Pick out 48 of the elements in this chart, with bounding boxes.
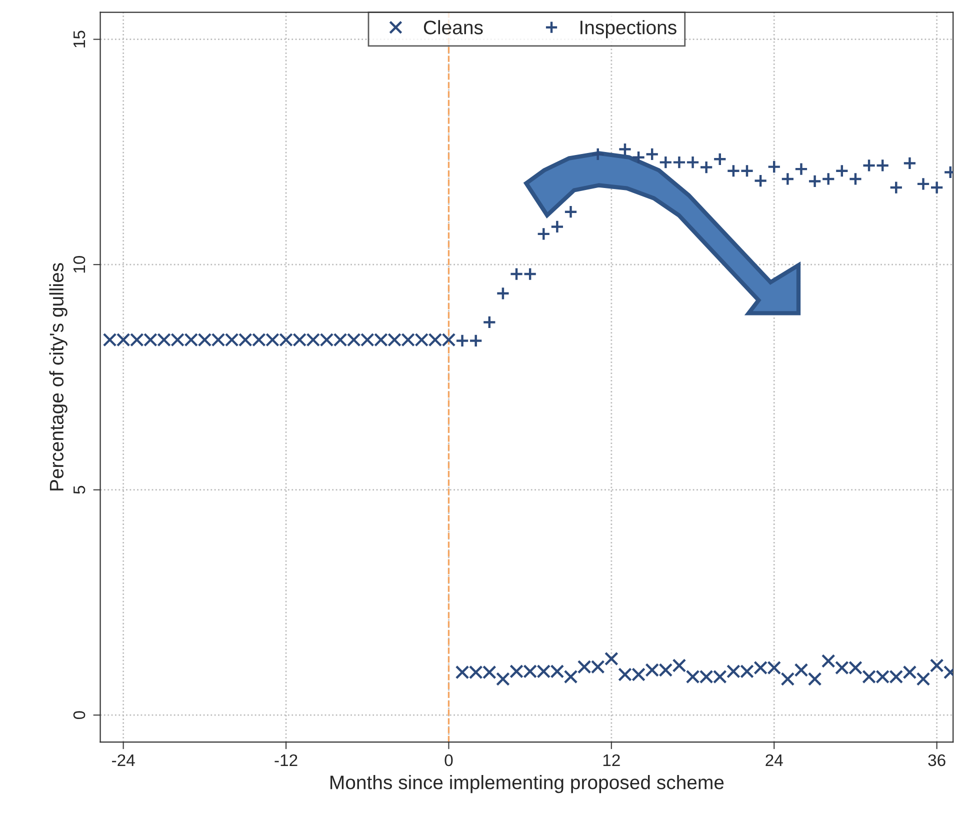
legend-label: Cleans bbox=[424, 20, 483, 34]
point bbox=[930, 180, 944, 194]
point bbox=[767, 160, 782, 174]
y-tick-label: 10 bbox=[73, 256, 86, 273]
point bbox=[455, 334, 470, 348]
x-tick-label: -12 bbox=[274, 754, 298, 766]
point bbox=[510, 267, 524, 281]
point bbox=[848, 172, 862, 186]
point bbox=[808, 174, 822, 188]
point bbox=[889, 180, 904, 194]
point bbox=[536, 227, 551, 241]
point bbox=[590, 147, 605, 162]
point bbox=[550, 220, 564, 234]
x-tick-label: 36 bbox=[928, 754, 946, 766]
point bbox=[834, 164, 849, 178]
x-tick-label: 0 bbox=[444, 754, 453, 766]
x-axis-title: Months since implementing proposed scheme bbox=[330, 774, 724, 794]
point bbox=[794, 162, 808, 176]
point bbox=[876, 158, 890, 172]
y-axis-title: Percentage of city's gullies bbox=[49, 263, 68, 490]
point bbox=[902, 156, 917, 170]
legend-label: Inspections bbox=[580, 20, 676, 38]
point bbox=[496, 286, 510, 300]
point bbox=[658, 155, 673, 170]
point bbox=[618, 142, 632, 156]
y-tick-label: 5 bbox=[74, 486, 86, 494]
y-tick-label: 15 bbox=[74, 30, 86, 48]
point bbox=[821, 172, 836, 186]
point bbox=[780, 172, 795, 186]
point bbox=[754, 174, 768, 188]
point bbox=[468, 334, 483, 348]
point bbox=[712, 152, 727, 166]
y-tick-label: 0 bbox=[73, 711, 86, 720]
point bbox=[862, 158, 876, 172]
point bbox=[564, 204, 578, 219]
point bbox=[632, 150, 646, 164]
point bbox=[740, 164, 754, 178]
x-tick-label: 12 bbox=[603, 754, 620, 766]
point bbox=[699, 160, 714, 174]
point bbox=[672, 155, 686, 170]
point bbox=[686, 155, 700, 170]
x-tick-label: 24 bbox=[766, 754, 783, 766]
point bbox=[482, 315, 496, 330]
x-tick-label: -24 bbox=[112, 754, 135, 766]
point bbox=[645, 147, 660, 162]
point bbox=[726, 164, 740, 178]
point bbox=[916, 177, 930, 191]
point bbox=[523, 267, 537, 281]
